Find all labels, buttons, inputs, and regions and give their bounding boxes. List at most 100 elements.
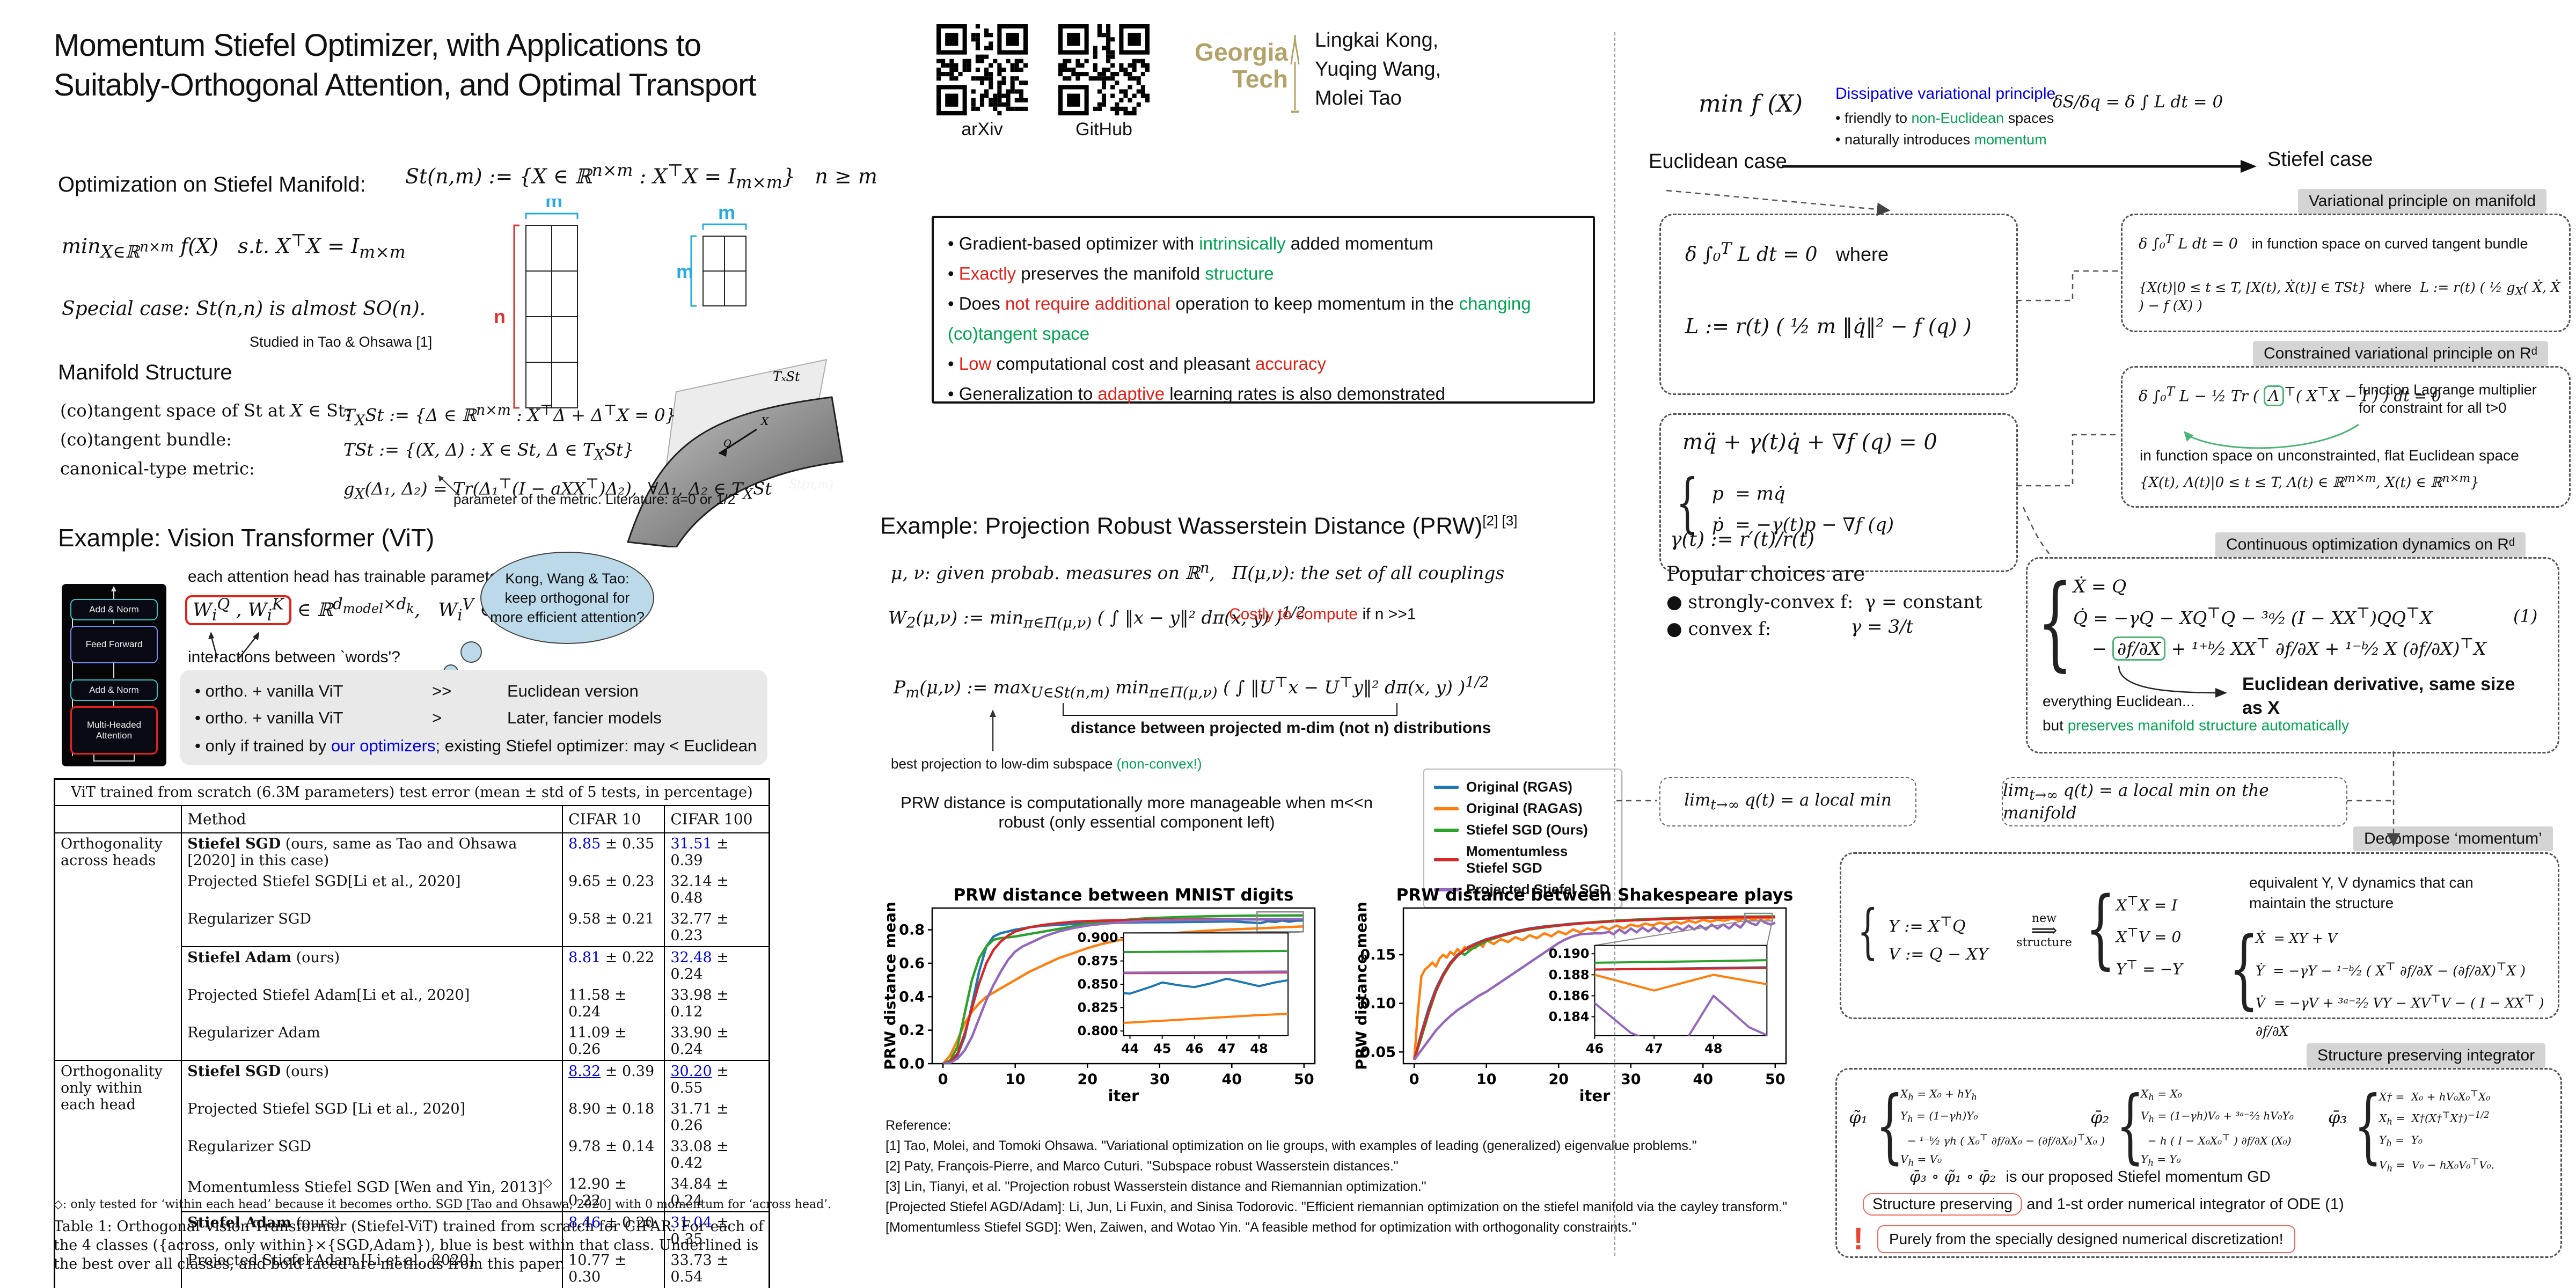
svg-text:0.190: 0.190 — [1549, 946, 1590, 961]
authors-list: Lingkai Kong, Yuqing Wang, Molei Tao — [1315, 26, 1441, 113]
row-formula: gX(Δ₁, Δ₂) = Tr(Δ₁⊤(I − aXX⊤)Δ₂), ∀Δ₁, Δ… — [343, 475, 772, 503]
projection-arrow — [990, 709, 996, 751]
legend-label: Original (RGAS) — [1466, 779, 1572, 795]
dynamics-eq-3: − ∂f/∂X + ¹⁺ᵇ⁄₂ XX⊤ ∂f/∂X + ¹⁻ᵇ⁄₂ X (∂f/… — [2092, 635, 2486, 661]
svg-text:0.825: 0.825 — [1078, 1000, 1118, 1015]
svg-text:50: 50 — [1294, 1071, 1314, 1088]
label-continuous-dynamics: Continuous optimization dynamics on Rᵈ — [2215, 532, 2526, 557]
key-point: • Gradient-based optimizer with intrinsi… — [948, 233, 1433, 253]
vit-bullet-2-op: > — [432, 708, 442, 727]
attention-weights-formula: WiQ , WiK ∈ ℝdmodel×dk, WiV ∈ ℝdmodel×dv — [185, 595, 596, 625]
svg-text:m: m — [676, 260, 693, 282]
svg-text:0.05: 0.05 — [1360, 1044, 1396, 1060]
flow-stiefel-case: Stiefel case — [2267, 148, 2373, 171]
reference-item: [Momentumless Stiefel SGD]: Wen, Zaiwen,… — [885, 1220, 1637, 1235]
manifold-limit-box: limt→∞ q(t) = a local min on the manifol… — [2002, 777, 2347, 826]
phi3-line: Vh = V₀ − hX₀V₀⊤V₀. — [2379, 1157, 2495, 1174]
cifar10-cell: 8.32 ± 0.39 — [562, 1060, 665, 1099]
cifar100-cell: 34.84 ± 0.24 — [664, 1174, 770, 1212]
variational-principle-bullets: • friendly to non-Euclidean spaces • natu… — [1835, 110, 2054, 148]
curly-brace: { — [1857, 897, 1878, 965]
svg-text:20: 20 — [1548, 1071, 1569, 1088]
everything-euclidean-note: everything Euclidean... — [2043, 693, 2195, 709]
table-row: Stiefel Adam (ours) 8.81 ± 0.22 32.48 ± 0.… — [55, 946, 770, 985]
cifar10-cell: 9.78 ± 0.14 — [562, 1136, 665, 1174]
key-point: • Exactly preserves the manifold structu… — [948, 264, 1274, 283]
block-feed-forward: Feed Forward — [70, 626, 158, 663]
svg-text:30: 30 — [1150, 1071, 1170, 1088]
cifar10-cell: 8.90 ± 0.18 — [562, 1099, 665, 1136]
manifold-variational-box: δ ∫₀T L dt = 0 in function space on curv… — [2121, 214, 2571, 332]
block-add-norm-1: Add & Norm — [70, 599, 158, 620]
svg-text:0.186: 0.186 — [1549, 988, 1590, 1003]
section-prw-heading: Example: Projection Robust Wasserstein D… — [880, 513, 1518, 539]
legend-label: Original (RAGAS) — [1466, 800, 1583, 816]
table-row: Regularizer SGD 9.58 ± 0.21 32.77 ± 0.23 — [55, 909, 770, 947]
vit-bullet-3: • only if trained by our optimizers; exi… — [195, 736, 757, 755]
cifar10-cell: 8.46 ± 0.20 — [562, 1211, 665, 1250]
svg-text:0.6: 0.6 — [899, 955, 925, 972]
svg-text:10: 10 — [1005, 1071, 1026, 1088]
group-label-cell: Orthogonality only within each head — [54, 1060, 182, 1288]
section-optimization-heading: Optimization on Stiefel Manifold: — [58, 173, 366, 196]
phi1-line: − ¹⁻ᵇ⁄₂ γh ( X₀⊤ ∂f/∂X₀ − (∂f/∂X₀)⊤X₀ ) — [1900, 1132, 2105, 1147]
svg-text:0: 0 — [1409, 1071, 1419, 1088]
phi2-line: Xh = X₀ — [2141, 1087, 2182, 1102]
svg-text:m: m — [718, 201, 735, 223]
svg-text:45: 45 — [1153, 1041, 1171, 1056]
arxiv-qr-label: arXiv — [961, 119, 1003, 140]
underbrace-note: distance between projected m-dim (not n)… — [1071, 719, 1491, 737]
legend-color-swatch — [1434, 828, 1459, 832]
vit-bullet-1-left: • ortho. + vanilla ViT — [195, 682, 343, 700]
warning-box: Purely from the specially designed numer… — [1877, 1225, 2295, 1253]
arxiv-qr-code — [936, 24, 1028, 115]
measures-line: μ, ν: given probab. measures on ℝn, Π(μ,… — [891, 559, 1505, 583]
manifold-action-formula: δ ∫₀T L dt = 0 in function space on curv… — [2139, 232, 2528, 252]
legend-entry: Original (RAGAS) — [1434, 800, 1611, 817]
label-decompose-momentum: Decompose ‘momentum’ — [2353, 826, 2553, 851]
flow-euclidean-case: Euclidean case — [1649, 150, 1787, 173]
vit-bullet-2-left: • ortho. + vanilla ViT — [195, 708, 343, 727]
author-name: Yuqing Wang, — [1315, 58, 1441, 80]
metric-note-arrow — [438, 475, 459, 496]
svg-text:PRW distance mean: PRW distance mean — [1352, 902, 1370, 1070]
flow-arrow — [1782, 160, 2257, 173]
composition-statement: φ̄₃ ∘ φ̃₁ ∘ φ̄₂ is our proposed Stiefel … — [1909, 1167, 2271, 1185]
svg-text:0.900: 0.900 — [1078, 930, 1118, 945]
svg-text:48: 48 — [1704, 1041, 1722, 1056]
studied-note: Studied in Tao & Ohsawa [1] — [250, 334, 433, 350]
curly-brace: { — [2037, 563, 2073, 682]
key-points-box: • Gradient-based optimizer with intrinsi… — [932, 216, 1595, 404]
table-row: Regularizer SGD 9.78 ± 0.14 33.08 ± 0.42 — [55, 1136, 770, 1174]
row-formula: TXSt := {Δ ∈ ℝn×m : X⊤Δ + Δ⊤X = 0} — [343, 402, 677, 429]
curly-brace: { — [1876, 1079, 1904, 1173]
flat-space-set-formula: {X(t), Λ(t)|0 ≤ t ≤ T, Λ(t) ∈ ℝm×m, X(t)… — [2140, 472, 2479, 491]
curly-brace: { — [2116, 1079, 2145, 1173]
hamiltonian-system: p = mq̇ ṗ = −γ(t)p − ∇f (q) — [1712, 483, 1894, 536]
legend-entry: Projected Stiefel SGD — [1434, 881, 1611, 898]
column-header: CIFAR 10 — [562, 806, 665, 833]
warning-exclamation-icon: ! — [1853, 1221, 1864, 1256]
svg-text:47: 47 — [1645, 1041, 1663, 1056]
table-header-row: Method CIFAR 10 CIFAR 100 — [54, 806, 770, 833]
svg-text:10: 10 — [1476, 1071, 1497, 1088]
method-cell: Projected Stiefel SGD[Li et al., 2020] — [181, 871, 563, 909]
row-label: canonical-type metric: — [60, 458, 255, 479]
method-cell: Stiefel SGD (ours, same as Tao and Ohsaw… — [181, 832, 563, 871]
table-row: Momentumless Stiefel SGD [Wen and Yin, 2… — [55, 1174, 770, 1212]
method-cell: Projected Stiefel Adam[Li et al., 2020] — [181, 985, 563, 1022]
table-row: Projected Stiefel Adam [Li et al., 2020]… — [55, 1250, 770, 1287]
column-divider — [1614, 32, 1615, 1256]
min-f-formula: min f (X) — [1699, 90, 1803, 118]
euclidean-action-formula: δ ∫₀T L dt = 0 where — [1685, 239, 1889, 266]
label-variational-manifold: Variational principle on manifold — [2298, 189, 2547, 214]
svg-text:0.0: 0.0 — [899, 1056, 925, 1072]
method-cell: Regularizer Adam — [181, 1022, 563, 1060]
legend-label: Projected Stiefel SGD — [1466, 881, 1610, 897]
new-structure-arrow: new ⟹ structure — [2016, 912, 2072, 949]
cifar10-cell: 11.09 ± 0.26 — [562, 1022, 665, 1060]
cifar100-cell: 31.51 ± 0.39 — [664, 832, 770, 871]
svg-text:PRW distance between MNIST dig: PRW distance between MNIST digits — [954, 885, 1294, 905]
newton-dynamics-box: mq̈ + γ(t)q̇ + ∇f (q) = 0 { p = mq̇ ṗ = … — [1659, 413, 2018, 572]
